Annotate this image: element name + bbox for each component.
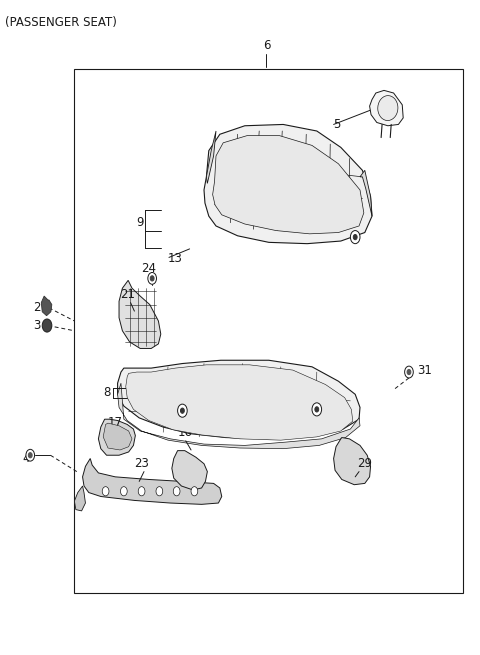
Text: 31: 31	[418, 364, 432, 377]
Polygon shape	[41, 296, 52, 316]
Text: 8: 8	[103, 386, 110, 400]
Polygon shape	[118, 360, 360, 439]
Circle shape	[26, 449, 35, 461]
Polygon shape	[172, 451, 207, 490]
Polygon shape	[74, 486, 85, 511]
Polygon shape	[126, 365, 353, 440]
Text: 29: 29	[357, 457, 372, 470]
Text: 17: 17	[108, 416, 123, 429]
Polygon shape	[119, 280, 161, 348]
Text: 4: 4	[23, 452, 30, 465]
Circle shape	[353, 234, 357, 240]
Text: 5: 5	[334, 118, 341, 131]
Text: 19: 19	[283, 183, 298, 196]
Circle shape	[150, 276, 154, 281]
Polygon shape	[118, 383, 360, 449]
Circle shape	[350, 231, 360, 244]
Circle shape	[407, 369, 411, 375]
Polygon shape	[98, 419, 135, 455]
Text: 2: 2	[33, 301, 41, 314]
Circle shape	[315, 407, 319, 412]
Text: 13: 13	[168, 252, 183, 265]
Circle shape	[312, 403, 322, 416]
Text: 3: 3	[34, 319, 41, 332]
Text: (PASSENGER SEAT): (PASSENGER SEAT)	[5, 16, 117, 29]
Polygon shape	[334, 438, 371, 485]
Polygon shape	[370, 90, 403, 126]
Text: 6: 6	[263, 39, 270, 52]
Circle shape	[42, 319, 52, 332]
Circle shape	[102, 487, 109, 496]
Text: 9: 9	[136, 216, 144, 229]
Circle shape	[178, 404, 187, 417]
Text: 12: 12	[137, 386, 152, 400]
Polygon shape	[103, 423, 132, 450]
Circle shape	[156, 487, 163, 496]
Circle shape	[138, 487, 145, 496]
Polygon shape	[83, 458, 222, 504]
Text: 20: 20	[283, 203, 298, 216]
Circle shape	[191, 487, 198, 496]
Polygon shape	[204, 124, 372, 244]
Text: 23: 23	[134, 457, 149, 470]
Bar	[74, 69, 463, 593]
Polygon shape	[360, 170, 372, 216]
Circle shape	[405, 366, 413, 378]
Circle shape	[173, 487, 180, 496]
Text: 24: 24	[141, 262, 156, 275]
Circle shape	[28, 453, 32, 458]
Text: 16: 16	[177, 426, 192, 439]
Polygon shape	[213, 136, 364, 234]
Polygon shape	[206, 131, 216, 183]
Circle shape	[148, 272, 156, 284]
Circle shape	[120, 487, 127, 496]
Circle shape	[180, 408, 184, 413]
Text: 21: 21	[120, 288, 135, 301]
Ellipse shape	[378, 96, 398, 121]
